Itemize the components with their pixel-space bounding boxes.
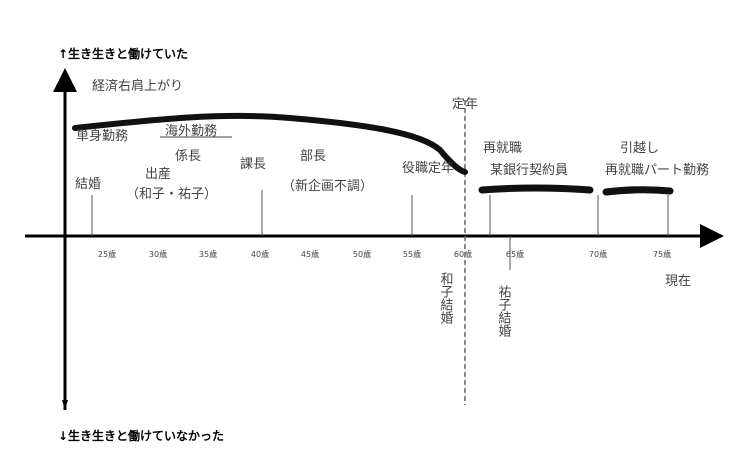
part-curve <box>602 186 674 196</box>
down-arrow <box>62 400 68 410</box>
note: 再就職パート勤務 <box>605 163 709 178</box>
age-label: 50歳 <box>353 249 371 259</box>
note: 某銀行契約員 <box>490 163 568 178</box>
age-label: 40歳 <box>251 249 269 259</box>
note: 引越し <box>620 141 659 156</box>
note: 部長 <box>300 149 326 164</box>
note: 定年 <box>452 97 478 112</box>
note: 経済右肩上がり <box>92 78 183 94</box>
age-label: 70歳 <box>589 249 607 259</box>
age-label: 60歳 <box>454 249 472 259</box>
note: （和子・祐子） <box>126 187 217 202</box>
age-label: 55歳 <box>403 249 421 259</box>
age-label: 25歳 <box>98 249 116 259</box>
note: 出産 <box>145 166 171 182</box>
age-label: 35歳 <box>199 249 217 259</box>
age-label: 65歳 <box>506 249 524 259</box>
note: 単身勤務 <box>76 128 128 144</box>
top-label: ↑生き生きと働けていた <box>58 46 188 61</box>
event-lines <box>91 190 669 270</box>
note: 課長 <box>240 156 266 172</box>
age-ticks: 25歳 30歳 35歳 40歳 45歳 50歳 55歳 60歳 65歳 70歳 75歳 <box>98 249 671 259</box>
age-label: 30歳 <box>149 249 167 259</box>
bottom-label: ↓生き生きと働けていなかった <box>58 428 224 443</box>
note: （新企画不調） <box>282 178 373 194</box>
note: 再就職 <box>483 141 522 156</box>
note: 和子結婚 <box>438 272 454 324</box>
note: 結婚 <box>75 177 101 192</box>
note: 現在 <box>665 274 691 289</box>
life-curve <box>72 112 468 175</box>
note: 祐子結婚 <box>496 285 512 337</box>
note: 役職定年 <box>402 161 454 176</box>
reemploy-curve <box>478 184 594 194</box>
note: 係長 <box>175 149 201 164</box>
age-label: 75歳 <box>653 249 671 259</box>
note: 海外勤務 <box>165 124 217 139</box>
age-label: 45歳 <box>301 249 319 259</box>
